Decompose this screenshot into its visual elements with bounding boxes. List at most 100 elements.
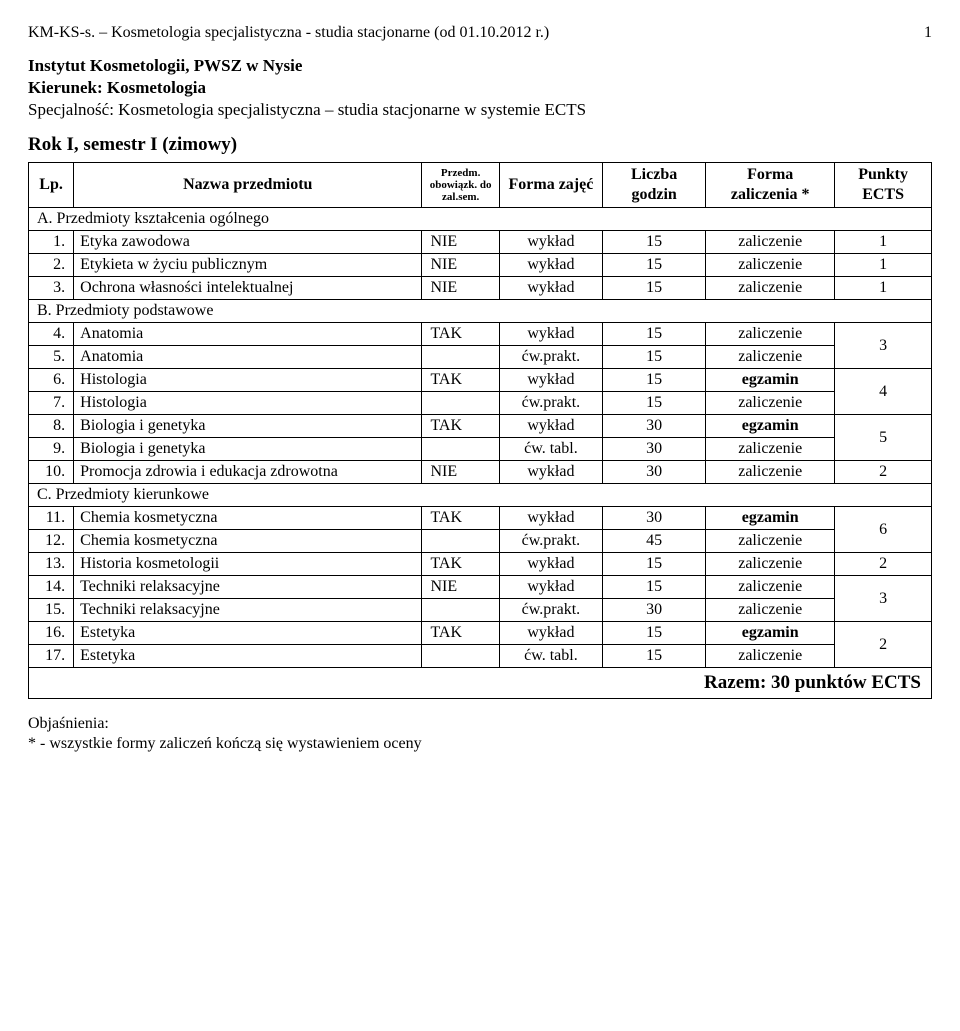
cell-name: Techniki relaksacyjne — [74, 599, 422, 622]
cell-oblig: TAK — [422, 323, 499, 346]
cell-fz: egzamin — [706, 369, 835, 392]
table-row: 8.Biologia i genetykaTAKwykład30egzamin5 — [29, 415, 932, 438]
cell-hours: 15 — [603, 645, 706, 668]
section-title: B. Przedmioty podstawowe — [29, 300, 932, 323]
cell-hours: 15 — [603, 346, 706, 369]
cell-form: wykład — [499, 277, 602, 300]
header-left: KM-KS-s. – Kosmetologia specjalistyczna … — [28, 24, 549, 41]
page-header: KM-KS-s. – Kosmetologia specjalistyczna … — [28, 24, 932, 42]
cell-name: Etyka zawodowa — [74, 231, 422, 254]
col-hours: Liczba godzin — [603, 163, 706, 208]
cell-lp: 5. — [29, 346, 74, 369]
table-row: 11.Chemia kosmetycznaTAKwykład30egzamin6 — [29, 507, 932, 530]
cell-hours: 15 — [603, 622, 706, 645]
table-row: 3.Ochrona własności intelektualnejNIEwyk… — [29, 277, 932, 300]
cell-ects: 2 — [835, 622, 932, 668]
cell-lp: 8. — [29, 415, 74, 438]
cell-form: wykład — [499, 369, 602, 392]
cell-hours: 30 — [603, 415, 706, 438]
table-row: 5.Anatomia ćw.prakt.15zaliczenie — [29, 346, 932, 369]
cell-hours: 45 — [603, 530, 706, 553]
table-row: 6.HistologiaTAKwykład15egzamin4 — [29, 369, 932, 392]
cell-fz: zaliczenie — [706, 461, 835, 484]
cell-name: Estetyka — [74, 622, 422, 645]
cell-oblig: TAK — [422, 415, 499, 438]
cell-form: ćw.prakt. — [499, 392, 602, 415]
cell-name: Histologia — [74, 392, 422, 415]
cell-form: ćw.prakt. — [499, 346, 602, 369]
cell-oblig — [422, 599, 499, 622]
table-row: 16.EstetykaTAKwykład15egzamin2 — [29, 622, 932, 645]
cell-lp: 12. — [29, 530, 74, 553]
table-row: 17.Estetykaćw. tabl.15zaliczenie — [29, 645, 932, 668]
cell-oblig — [422, 645, 499, 668]
table-row: 13.Historia kosmetologiiTAKwykład15zalic… — [29, 553, 932, 576]
cell-fz: zaliczenie — [706, 323, 835, 346]
cell-ects: 1 — [835, 277, 932, 300]
cell-form: wykład — [499, 415, 602, 438]
cell-form: wykład — [499, 323, 602, 346]
cell-hours: 15 — [603, 254, 706, 277]
cell-name: Estetyka — [74, 645, 422, 668]
cell-hours: 30 — [603, 599, 706, 622]
table-row: 12.Chemia kosmetycznaćw.prakt.45zaliczen… — [29, 530, 932, 553]
cell-hours: 30 — [603, 438, 706, 461]
cell-hours: 30 — [603, 461, 706, 484]
col-form: Forma zajęć — [499, 163, 602, 208]
section-title: A. Przedmioty kształcenia ogólnego — [29, 208, 932, 231]
cell-ects: 3 — [835, 576, 932, 622]
cell-lp: 3. — [29, 277, 74, 300]
col-fz: Forma zaliczenia * — [706, 163, 835, 208]
cell-hours: 15 — [603, 323, 706, 346]
cell-fz: zaliczenie — [706, 645, 835, 668]
cell-lp: 14. — [29, 576, 74, 599]
cell-form: wykład — [499, 254, 602, 277]
cell-form: wykład — [499, 507, 602, 530]
cell-fz: egzamin — [706, 507, 835, 530]
col-name: Nazwa przedmiotu — [74, 163, 422, 208]
cell-lp: 16. — [29, 622, 74, 645]
cell-lp: 2. — [29, 254, 74, 277]
cell-form: wykład — [499, 576, 602, 599]
cell-oblig: NIE — [422, 231, 499, 254]
cell-oblig: TAK — [422, 553, 499, 576]
cell-hours: 15 — [603, 392, 706, 415]
cell-name: Biologia i genetyka — [74, 415, 422, 438]
cell-name: Chemia kosmetyczna — [74, 507, 422, 530]
cell-oblig — [422, 392, 499, 415]
table-header-row: Lp. Nazwa przedmiotu Przedm. obowiązk. d… — [29, 163, 932, 208]
cell-fz: zaliczenie — [706, 438, 835, 461]
cell-fz: zaliczenie — [706, 599, 835, 622]
col-lp: Lp. — [29, 163, 74, 208]
cell-ects: 2 — [835, 553, 932, 576]
table-row: 4.AnatomiaTAKwykład15zaliczenie3 — [29, 323, 932, 346]
cell-oblig: NIE — [422, 461, 499, 484]
table-row: 15.Techniki relaksacyjnećw.prakt.30zalic… — [29, 599, 932, 622]
section-title: C. Przedmioty kierunkowe — [29, 484, 932, 507]
section-row: A. Przedmioty kształcenia ogólnego — [29, 208, 932, 231]
cell-form: ćw. tabl. — [499, 645, 602, 668]
section-row: C. Przedmioty kierunkowe — [29, 484, 932, 507]
total-cell: Razem: 30 punktów ECTS — [29, 668, 932, 699]
cell-fz: zaliczenie — [706, 231, 835, 254]
cell-fz: zaliczenie — [706, 553, 835, 576]
cell-name: Promocja zdrowia i edukacja zdrowotna — [74, 461, 422, 484]
cell-fz: egzamin — [706, 415, 835, 438]
table-row: 1.Etyka zawodowaNIEwykład15zaliczenie1 — [29, 231, 932, 254]
cell-name: Anatomia — [74, 346, 422, 369]
explanation-line: * - wszystkie formy zaliczeń kończą się … — [28, 735, 932, 753]
cell-name: Etykieta w życiu publicznym — [74, 254, 422, 277]
cell-fz: zaliczenie — [706, 346, 835, 369]
cell-oblig: TAK — [422, 507, 499, 530]
cell-oblig — [422, 530, 499, 553]
table-row: 10.Promocja zdrowia i edukacja zdrowotna… — [29, 461, 932, 484]
section-row: B. Przedmioty podstawowe — [29, 300, 932, 323]
table-row: 2.Etykieta w życiu publicznymNIEwykład15… — [29, 254, 932, 277]
cell-name: Biologia i genetyka — [74, 438, 422, 461]
cell-form: wykład — [499, 622, 602, 645]
col-oblig: Przedm. obowiązk. do zal.sem. — [422, 163, 499, 208]
cell-ects: 1 — [835, 254, 932, 277]
cell-ects: 4 — [835, 369, 932, 415]
explanation-title: Objaśnienia: — [28, 715, 932, 733]
col-ects: Punkty ECTS — [835, 163, 932, 208]
